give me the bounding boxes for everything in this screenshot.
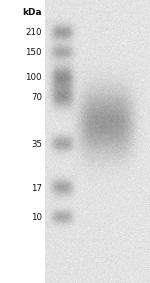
Text: 35: 35 <box>31 140 42 149</box>
Text: 100: 100 <box>26 73 42 82</box>
Text: kDa: kDa <box>22 8 42 17</box>
Text: 10: 10 <box>31 213 42 222</box>
Text: 210: 210 <box>26 28 42 37</box>
Text: 70: 70 <box>31 93 42 102</box>
Text: 150: 150 <box>26 48 42 57</box>
Text: 17: 17 <box>31 184 42 193</box>
